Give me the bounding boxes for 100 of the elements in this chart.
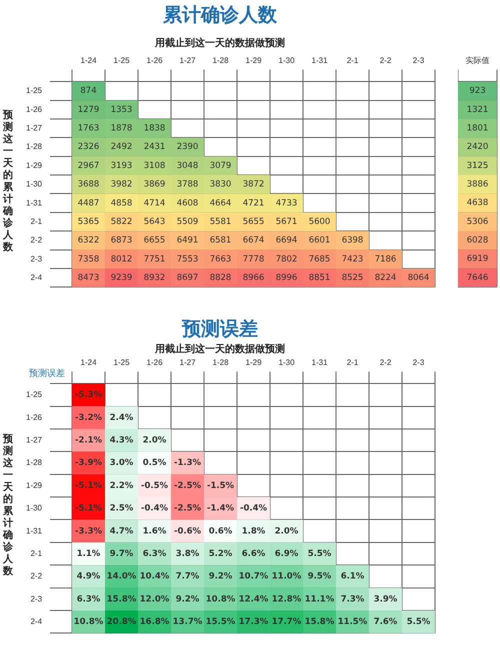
data-label: 7685 <box>308 254 330 264</box>
data-label: 5.5% <box>308 548 332 559</box>
data-label: 6028 <box>466 236 488 246</box>
data-label: 5365 <box>78 216 100 227</box>
y-tick-label: 1-31 <box>26 526 43 536</box>
data-label: 6873 <box>110 236 132 246</box>
x-tick-label: 1-29 <box>246 358 262 368</box>
data-label: 15.8% <box>106 594 137 604</box>
x-tick-label: 1-25 <box>114 358 130 368</box>
data-label: 5581 <box>210 216 232 227</box>
data-label: -1.5% <box>206 480 235 491</box>
data-label: 2.2% <box>110 480 134 491</box>
data-label: 6655 <box>144 236 166 246</box>
data-label: 4714 <box>144 198 166 208</box>
data-label: -2.5% <box>174 504 202 514</box>
data-label: 12.8% <box>272 594 302 604</box>
x-tick-label: 1-30 <box>278 56 296 66</box>
data-label: 8932 <box>144 273 166 284</box>
x-tick-label: 1-31 <box>311 56 328 66</box>
y-tick-label: 1-29 <box>26 160 43 170</box>
x-tick-label: 2-1 <box>346 56 359 66</box>
data-label: 2967 <box>78 160 100 171</box>
data-label: 8473 <box>78 273 100 284</box>
y-tick-label: 1-25 <box>26 390 43 400</box>
data-label: 874 <box>80 86 97 96</box>
data-label: 6581 <box>210 236 232 246</box>
y-tick-label: 2-4 <box>30 273 43 282</box>
x-tick-label: 2-1 <box>346 358 359 368</box>
data-label: 1763 <box>78 124 100 134</box>
data-label: 5.2% <box>208 548 233 559</box>
data-label: 2.5% <box>110 504 134 514</box>
x-tick-label: 2-2 <box>380 358 392 368</box>
data-label: -1.4% <box>206 504 235 514</box>
data-label: 7.6% <box>374 617 398 628</box>
data-label: 8064 <box>408 273 430 284</box>
y-tick-label: 1-26 <box>26 104 43 114</box>
data-label: 12.4% <box>238 594 269 604</box>
data-label: -0.6% <box>174 526 202 536</box>
data-label: 3125 <box>466 160 488 171</box>
data-label: -2.1% <box>74 436 103 446</box>
chart-title: 预测误差 <box>180 317 259 342</box>
data-label: 4858 <box>110 198 132 208</box>
x-tick-label: 1-24 <box>80 56 98 66</box>
y-tick-label: 2-1 <box>30 548 43 558</box>
data-label: 6919 <box>466 254 488 264</box>
data-label: 6601 <box>308 236 330 246</box>
y-tick-label: 1-29 <box>26 480 43 490</box>
y-tick-label: 1-28 <box>26 142 43 152</box>
data-label: 3048 <box>176 160 198 171</box>
data-label: 13.7% <box>172 617 203 628</box>
chart-title: 累计确诊人数 <box>162 3 278 28</box>
data-label: 1.1% <box>76 548 101 559</box>
data-label: 4.9% <box>76 572 101 582</box>
data-label: 8828 <box>210 273 232 284</box>
data-label: 3.8% <box>176 548 200 559</box>
y-tick-label: 1-27 <box>26 436 43 445</box>
data-label: 1321 <box>466 104 488 115</box>
data-label: 8525 <box>342 273 364 284</box>
data-label: 6.3% <box>76 594 101 604</box>
data-label: 4487 <box>78 198 100 208</box>
data-label: 1838 <box>144 124 166 134</box>
data-label: 10.7% <box>238 572 269 582</box>
data-label: 8697 <box>176 273 198 284</box>
data-label: 5509 <box>176 216 198 227</box>
data-label: 2420 <box>466 142 488 152</box>
x-tick-label: 1-29 <box>246 56 262 66</box>
data-label: 10.4% <box>140 572 170 582</box>
y-tick-label: 1-26 <box>26 412 43 422</box>
data-label: 5822 <box>110 216 132 227</box>
data-label: 17.3% <box>238 617 269 628</box>
data-label: 15.8% <box>304 617 335 628</box>
data-label: 6491 <box>176 236 198 246</box>
data-label: 2492 <box>110 142 132 152</box>
data-label: 3193 <box>110 160 132 171</box>
data-label: -3.3% <box>74 526 103 536</box>
y-tick-label: 2-2 <box>30 236 43 245</box>
data-label: 1279 <box>78 104 100 115</box>
y-tick-label: 1-27 <box>26 124 43 133</box>
data-label: 5671 <box>276 216 298 227</box>
y-tick-label: 1-30 <box>26 504 43 513</box>
data-label: 11.1% <box>304 594 335 604</box>
data-label: 7663 <box>210 254 232 264</box>
data-label: 11.0% <box>272 572 302 582</box>
y-tick-label: 1-30 <box>26 180 43 189</box>
data-label: 3788 <box>176 180 198 190</box>
data-label: 3108 <box>144 160 166 171</box>
data-label: 5.5% <box>406 617 431 628</box>
data-label: 2.4% <box>110 412 134 423</box>
data-label: 3079 <box>210 160 232 171</box>
data-label: 2390 <box>176 142 198 152</box>
data-label: 6674 <box>242 236 264 246</box>
x-tick-label: 1-26 <box>146 358 164 368</box>
data-label: 4638 <box>466 198 488 208</box>
data-label: 4608 <box>176 198 198 208</box>
data-label: -0.5% <box>140 480 169 491</box>
data-label: -1.3% <box>174 458 202 468</box>
data-label: -5.1% <box>74 480 103 491</box>
data-label: -0.4% <box>140 504 169 514</box>
y-tick-label: 2-1 <box>30 216 43 226</box>
data-label: 2.0% <box>142 436 167 446</box>
